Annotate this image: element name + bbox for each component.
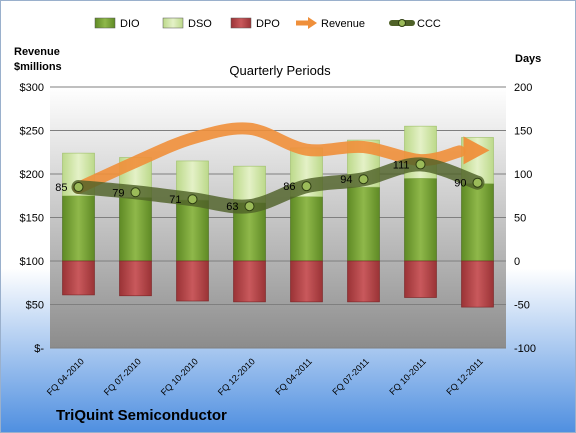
ccc-data-label: 63 [226,201,238,213]
right-tick-label: 150 [514,126,532,138]
legend-label-ccc: CCC [417,18,441,30]
left-tick-label: $300 [20,82,44,94]
chart-title: Quarterly Periods [229,63,331,78]
legend-swatch-dio [94,17,116,29]
ccc-data-labels: 85 79 71 63 86 94 111 90 [55,159,466,213]
legend-label-dpo: DPO [256,18,280,30]
bar-dpo [404,260,437,298]
bar-dio [176,199,209,262]
right-tick-label: -100 [514,343,536,355]
bar-dpo [233,260,266,303]
ccc-data-label: 90 [454,178,466,190]
bar-dio [347,186,380,262]
left-axis-ticks: $- $50 $100 $150 $200 $250 $300 [20,82,45,355]
ccc-data-label: 111 [393,159,410,171]
left-tick-label: $250 [20,126,44,138]
ccc-data-label: 85 [55,182,67,194]
ccc-marker [415,159,426,170]
legend-label-dso: DSO [188,18,212,30]
ccc-marker [244,201,255,212]
bar-dpo [62,260,95,296]
ccc-marker [301,181,312,192]
bar-dpo [290,260,323,303]
ccc-marker [73,182,84,193]
ccc-marker [130,187,141,198]
legend-label-revenue: Revenue [321,18,365,30]
legend-marker-ccc [398,19,406,27]
ccc-marker [187,194,198,205]
left-tick-label: $- [34,343,44,355]
bar-dpo [347,260,380,303]
left-tick-label: $200 [20,169,44,181]
left-tick-label: $150 [20,213,44,225]
left-axis-title-line1: Revenue [14,46,60,58]
bar-dpo [461,260,494,308]
legend: DIO DSO DPO Revenue CCC [94,17,441,30]
right-tick-label: 50 [514,213,526,225]
ccc-data-label: 94 [340,174,352,186]
legend-swatch-dpo [230,17,252,29]
right-tick-label: 100 [514,169,532,181]
right-tick-label: 0 [514,256,520,268]
bar-dio [461,183,494,262]
legend-arrow-revenue [308,17,317,29]
legend-label-dio: DIO [120,18,140,30]
bar-dio [119,197,152,262]
right-axis-ticks: -100 -50 0 50 100 150 200 [514,82,536,355]
bar-dpo [119,260,152,297]
revenue-arrowhead [463,136,490,165]
right-axis-title: Days [515,53,541,65]
bar-dio [62,195,95,262]
left-tick-label: $50 [26,300,44,312]
company-name: TriQuint Semiconductor [56,407,227,424]
bar-dio [290,196,323,262]
ccc-marker [472,177,483,188]
bar-dio [404,178,437,262]
right-tick-label: 200 [514,82,532,94]
ccc-data-label: 86 [283,181,295,193]
series-lines [71,122,490,214]
right-tick-label: -50 [514,300,530,312]
ccc-marker [358,174,369,185]
left-axis-title-line2: $millions [14,61,62,73]
bar-dpo [176,260,209,302]
left-tick-label: $100 [20,256,44,268]
ccc-data-label: 79 [112,187,124,199]
legend-swatch-dso [162,17,184,29]
ccc-data-label: 71 [169,194,181,206]
